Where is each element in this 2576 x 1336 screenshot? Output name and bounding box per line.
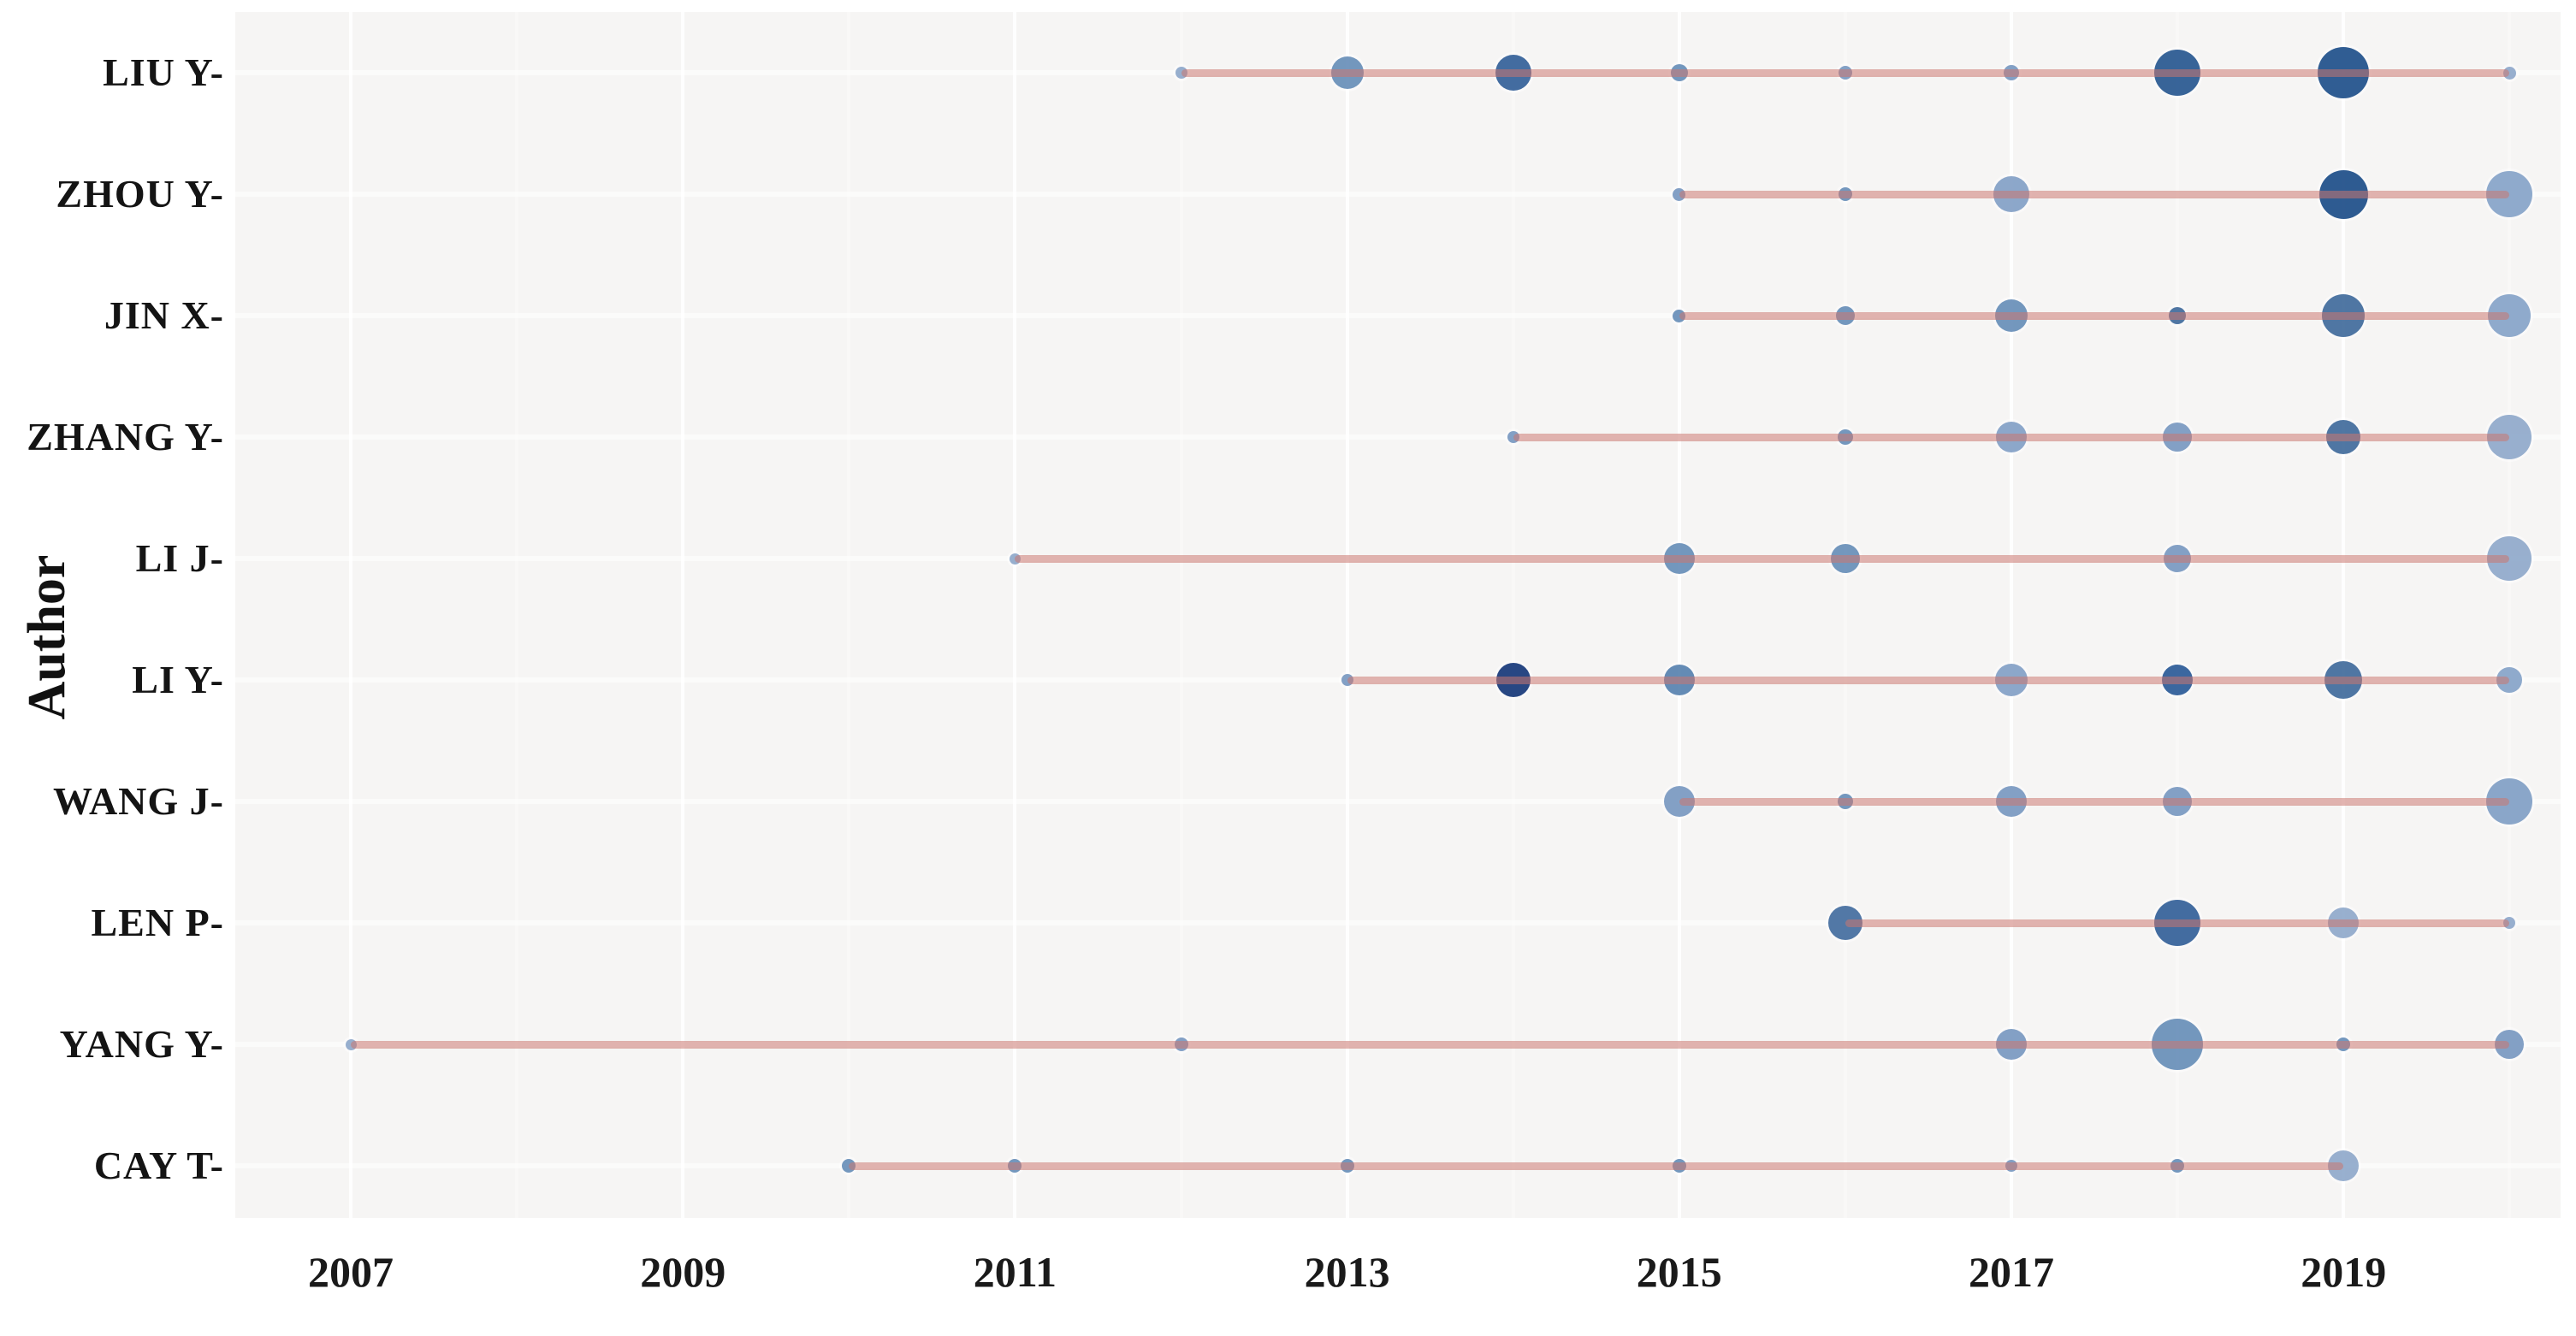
- gridline-vertical: [2176, 12, 2180, 1218]
- gridline-vertical: [847, 12, 851, 1218]
- gridline-vertical: [1179, 12, 1183, 1218]
- gridline-horizontal: [235, 313, 2561, 318]
- author-label: ZHANG Y-: [27, 415, 224, 458]
- gridline-horizontal: [235, 434, 2561, 440]
- author-label: WANG J-: [53, 779, 224, 823]
- author-timeline-line: [1679, 798, 2510, 806]
- gridline-vertical: [1013, 12, 1017, 1218]
- x-tick-label: 2019: [2301, 1248, 2387, 1296]
- gridline-vertical: [1511, 12, 1515, 1218]
- author-timeline-line: [1679, 312, 2510, 320]
- gridline-horizontal: [235, 920, 2561, 925]
- gridline-vertical: [1677, 12, 1681, 1218]
- gridline-vertical: [1843, 12, 1847, 1218]
- plot-panel: [235, 12, 2561, 1218]
- x-tick-label: 2017: [1969, 1248, 2054, 1296]
- author-label: CAY T-: [93, 1144, 224, 1187]
- author-timeline-line: [1679, 191, 2510, 198]
- gridline-vertical: [2010, 12, 2013, 1218]
- author-timeline-line: [849, 1162, 2344, 1170]
- author-timeline-line: [1181, 69, 2510, 77]
- author-label: LEN P-: [91, 901, 224, 944]
- author-timeline-line: [351, 1041, 2510, 1049]
- author-label: LIU Y-: [103, 50, 224, 94]
- x-tick-label: 2011: [973, 1248, 1057, 1296]
- gridline-vertical: [1345, 12, 1349, 1218]
- gridline-vertical: [515, 12, 519, 1218]
- author-label: LI Y-: [132, 658, 224, 701]
- author-label: LI J-: [135, 536, 224, 580]
- author-label: ZHOU Y-: [56, 172, 224, 216]
- gridline-horizontal: [235, 799, 2561, 804]
- author-label: YANG Y-: [59, 1022, 224, 1066]
- x-tick-label: 2015: [1636, 1248, 1722, 1296]
- author-timeline-line: [1845, 919, 2510, 927]
- x-tick-label: 2009: [640, 1248, 726, 1296]
- author-timeline-line: [1347, 677, 2510, 684]
- gridline-vertical: [349, 12, 352, 1218]
- gridline-vertical: [2342, 12, 2346, 1218]
- author-timeline-line: [1015, 555, 2510, 563]
- gridline-vertical: [681, 12, 685, 1218]
- gridline-vertical: [2508, 12, 2512, 1218]
- x-tick-label: 2007: [308, 1248, 394, 1296]
- author-label: JIN X-: [104, 293, 224, 337]
- gridline-horizontal: [235, 192, 2561, 197]
- author-timeline-line: [1513, 434, 2510, 441]
- x-tick-label: 2013: [1304, 1248, 1390, 1296]
